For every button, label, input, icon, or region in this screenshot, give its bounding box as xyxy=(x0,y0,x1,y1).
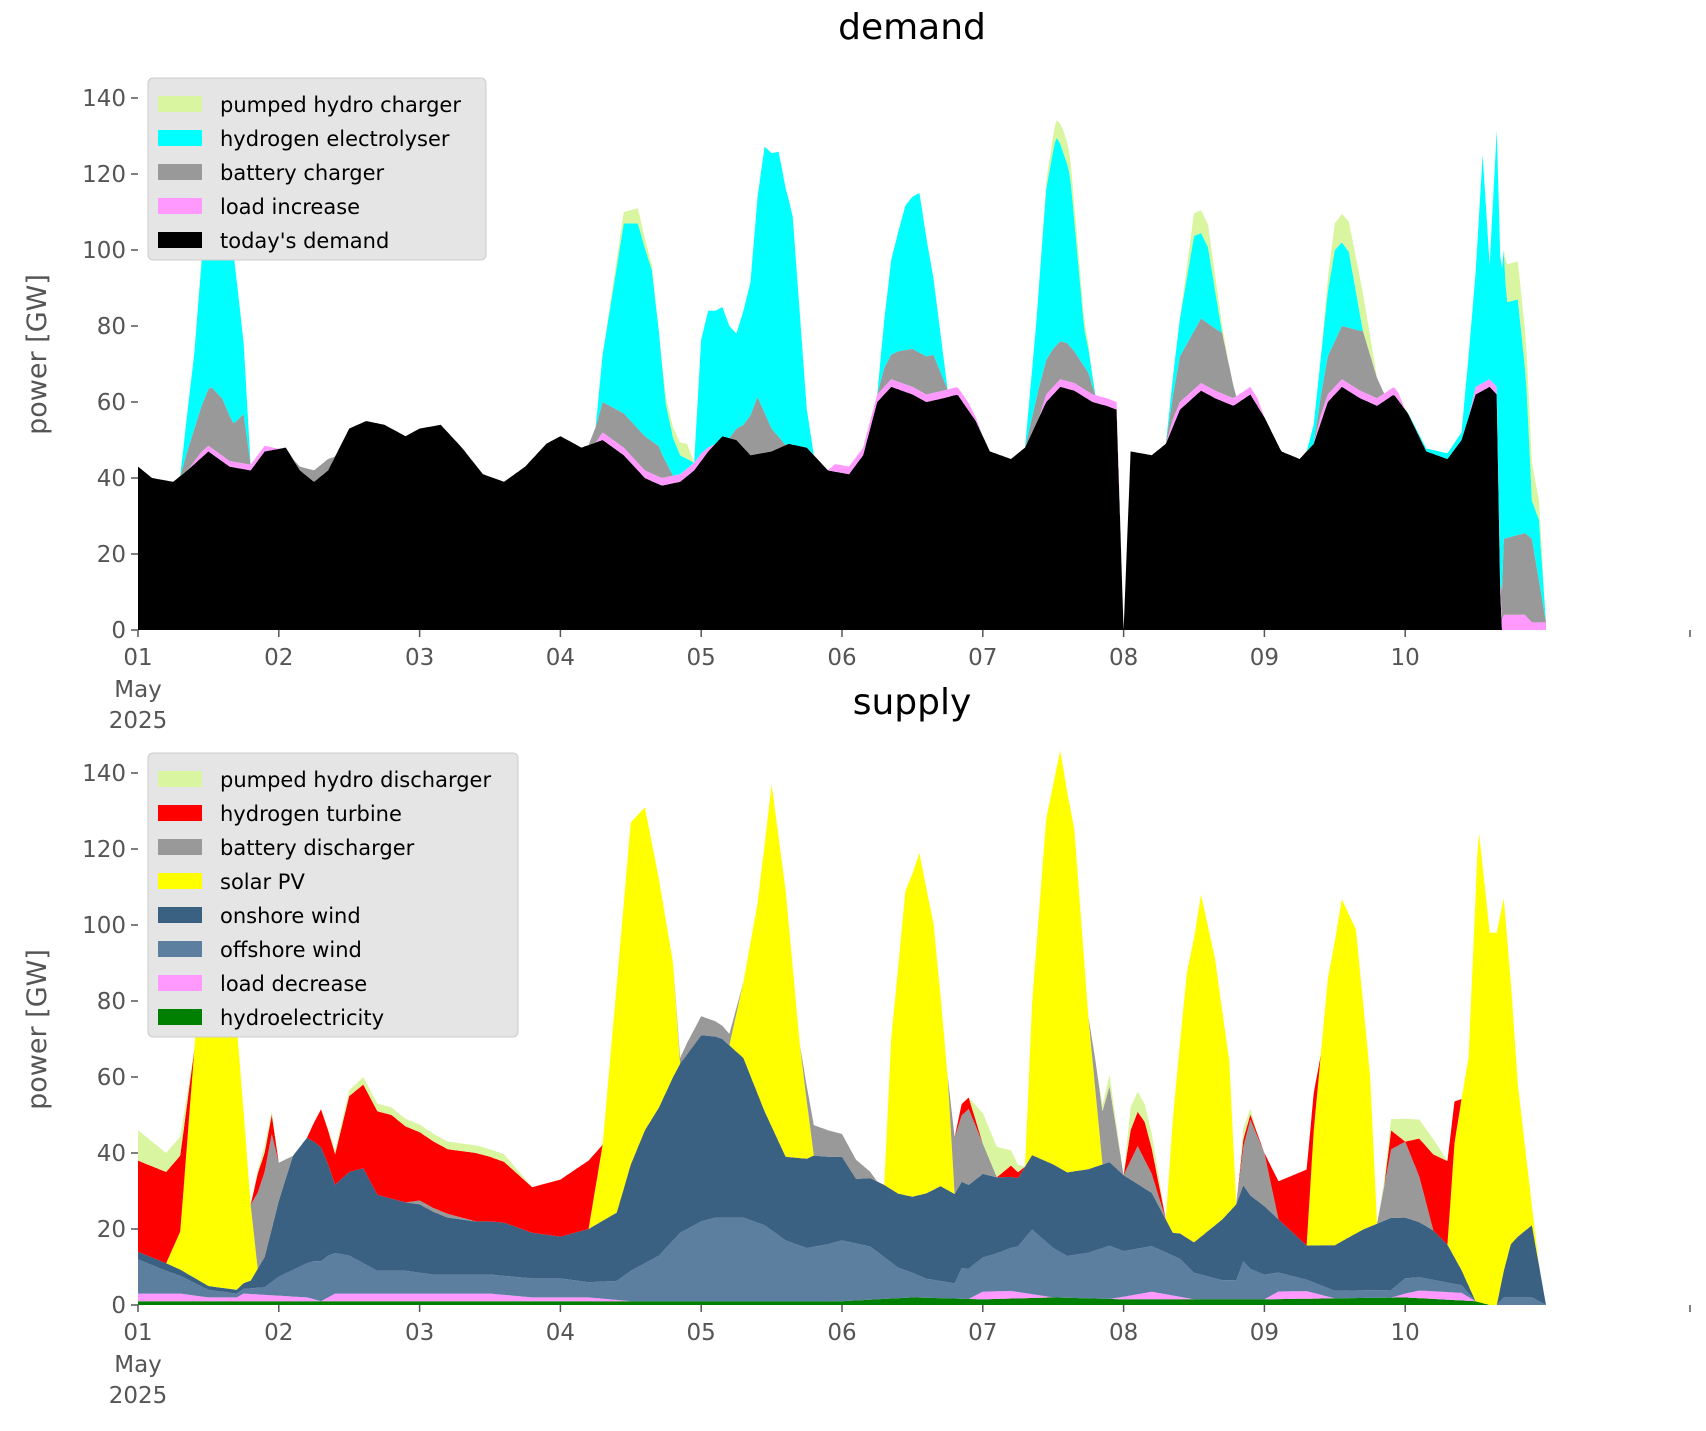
area-offshore-wind xyxy=(138,1217,1546,1305)
demand-chart: demand power [GW] 0 20 40 60 80 100 120 140 01 02 03… xyxy=(22,7,1691,734)
legend-swatch-hydroelectricity xyxy=(158,1009,202,1025)
y-axis-title: power [GW] xyxy=(22,949,53,1110)
x-tick-label: 05 xyxy=(687,1320,716,1346)
x-tick-label: 06 xyxy=(827,645,856,671)
y-tick-label: 120 xyxy=(82,837,126,863)
supply-chart: supply power [GW] 0 20 40 60 80 100 120 140 01 02 03… xyxy=(22,682,1691,1409)
legend-swatch-hydrogen-turbine xyxy=(158,805,202,821)
legend-label-pumped-hydro-discharger: pumped hydro discharger xyxy=(220,768,491,792)
x-tick-label: 05 xyxy=(687,645,716,671)
x-tick-label: 04 xyxy=(546,645,575,671)
x-tick-label: 09 xyxy=(1250,1320,1279,1346)
y-tick-label: 40 xyxy=(97,466,126,492)
x-tick-label: 06 xyxy=(827,1320,856,1346)
y-axis-title: power [GW] xyxy=(22,274,53,435)
x-tick-sublabel: May xyxy=(114,677,162,703)
legend-label-hydrogen-electrolyser: hydrogen electrolyser xyxy=(220,127,450,151)
series-areas xyxy=(138,120,1546,631)
y-tick-label: 100 xyxy=(82,238,126,264)
area-onshore-wind xyxy=(138,1035,1546,1305)
legend-box xyxy=(147,77,487,261)
legend-label-battery-discharger: battery discharger xyxy=(220,836,415,860)
y-tick-label: 0 xyxy=(111,618,126,644)
y-tick-label: 60 xyxy=(97,1065,126,1091)
y-tick-label: 100 xyxy=(82,913,126,939)
y-tick-label: 0 xyxy=(111,1293,126,1319)
x-tick-label: 08 xyxy=(1109,645,1138,671)
legend-swatch-today-s-demand xyxy=(158,232,202,248)
legend-label-onshore-wind: onshore wind xyxy=(220,904,361,928)
area-hydrogen-electrolyser xyxy=(138,130,1546,631)
legend-box xyxy=(147,752,519,1038)
legend-label-solar-pv: solar PV xyxy=(220,870,305,894)
legend-swatch-pumped-hydro-charger xyxy=(158,96,202,112)
y-tick-label: 20 xyxy=(97,1217,126,1243)
x-tick-label: 07 xyxy=(968,645,997,671)
x-tick-label: 03 xyxy=(405,645,434,671)
x-tick-label: 10 xyxy=(1391,1320,1420,1346)
y-tick-label: 20 xyxy=(97,542,126,568)
legend-label-pumped-hydro-charger: pumped hydro charger xyxy=(220,93,461,117)
x-tick-label: 01 xyxy=(123,645,152,671)
legend: pumped hydro discharger hydrogen turbine b… xyxy=(147,752,519,1038)
x-tick-sublabel: 2025 xyxy=(109,708,168,734)
legend-swatch-battery-charger xyxy=(158,164,202,180)
x-tick-label: 01 xyxy=(123,1320,152,1346)
y-tick-label: 80 xyxy=(97,314,126,340)
legend-swatch-load-decrease xyxy=(158,975,202,991)
chart-title: demand xyxy=(838,7,986,48)
x-tick-sublabel: 2025 xyxy=(109,1383,168,1409)
y-tick-label: 120 xyxy=(82,162,126,188)
legend-label-load-increase: load increase xyxy=(220,195,360,219)
legend-swatch-offshore-wind xyxy=(158,941,202,957)
y-tick-label: 40 xyxy=(97,1141,126,1167)
legend: pumped hydro charger hydrogen electrolyse… xyxy=(147,77,487,261)
legend-swatch-battery-discharger xyxy=(158,839,202,855)
legend-label-hydroelectricity: hydroelectricity xyxy=(220,1006,384,1030)
legend-swatch-load-increase xyxy=(158,198,202,214)
series-areas xyxy=(138,750,1546,1305)
y-tick-label: 140 xyxy=(82,761,126,787)
legend-label-hydrogen-turbine: hydrogen turbine xyxy=(220,802,402,826)
y-tick-label: 80 xyxy=(97,989,126,1015)
area-hydrogen-turbine xyxy=(138,750,1546,1305)
legend-label-load-decrease: load decrease xyxy=(220,972,367,996)
area-load-decrease xyxy=(138,1290,1546,1305)
x-tick-label: 08 xyxy=(1109,1320,1138,1346)
area-solar-pv xyxy=(138,750,1546,1305)
x-tick-label: 03 xyxy=(405,1320,434,1346)
x-tick-label: 07 xyxy=(968,1320,997,1346)
x-tick-label: 02 xyxy=(264,1320,293,1346)
legend-swatch-onshore-wind xyxy=(158,907,202,923)
legend-label-today-s-demand: today's demand xyxy=(220,229,389,253)
area-today-s-demand xyxy=(138,386,1546,630)
y-tick-label: 140 xyxy=(82,86,126,112)
legend-swatch-pumped-hydro-discharger xyxy=(158,771,202,787)
legend-swatch-solar-pv xyxy=(158,873,202,889)
legend-label-battery-charger: battery charger xyxy=(220,161,385,185)
x-tick-label: 04 xyxy=(546,1320,575,1346)
x-tick-label: 09 xyxy=(1250,645,1279,671)
legend-label-offshore-wind: offshore wind xyxy=(220,938,362,962)
legend-swatch-hydrogen-electrolyser xyxy=(158,130,202,146)
x-tick-label: 10 xyxy=(1391,645,1420,671)
chart-title: supply xyxy=(853,682,972,723)
y-tick-label: 60 xyxy=(97,390,126,416)
x-tick-label: 02 xyxy=(264,645,293,671)
x-tick-sublabel: May xyxy=(114,1352,162,1378)
